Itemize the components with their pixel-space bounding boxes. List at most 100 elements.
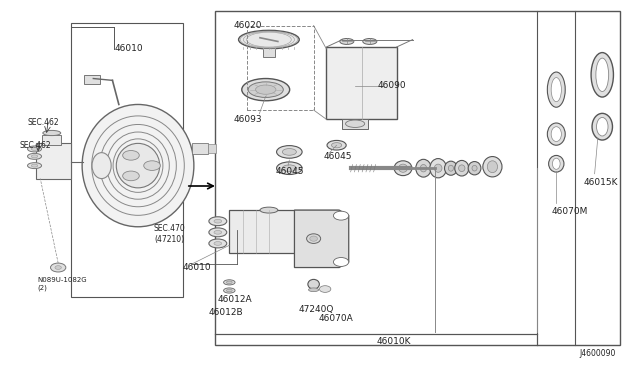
Ellipse shape <box>92 153 111 179</box>
Ellipse shape <box>547 123 565 145</box>
Ellipse shape <box>445 161 458 175</box>
Ellipse shape <box>82 105 194 227</box>
Ellipse shape <box>31 164 38 167</box>
Ellipse shape <box>487 161 497 173</box>
Text: 46015K: 46015K <box>583 178 618 187</box>
Text: 46070M: 46070M <box>551 208 588 217</box>
Ellipse shape <box>227 289 232 292</box>
Ellipse shape <box>28 163 42 169</box>
Bar <box>36 143 71 179</box>
Circle shape <box>51 263 66 272</box>
Ellipse shape <box>340 38 354 44</box>
Text: 46090: 46090 <box>378 81 406 90</box>
Circle shape <box>333 257 349 266</box>
Ellipse shape <box>430 158 447 178</box>
Ellipse shape <box>282 165 296 171</box>
Polygon shape <box>294 210 349 267</box>
Ellipse shape <box>483 157 502 177</box>
Bar <box>246 26 314 110</box>
Ellipse shape <box>31 147 38 150</box>
Ellipse shape <box>327 140 346 150</box>
Ellipse shape <box>547 72 565 107</box>
Ellipse shape <box>592 113 612 140</box>
Ellipse shape <box>416 159 431 177</box>
Circle shape <box>144 161 161 170</box>
Bar <box>42 135 61 145</box>
Ellipse shape <box>223 288 235 293</box>
Ellipse shape <box>420 164 427 172</box>
Ellipse shape <box>455 160 468 176</box>
Circle shape <box>123 171 140 181</box>
Ellipse shape <box>591 52 614 97</box>
Text: SEC.462: SEC.462 <box>20 141 51 150</box>
Ellipse shape <box>239 31 300 49</box>
Ellipse shape <box>255 85 276 94</box>
Text: 46093: 46093 <box>234 115 262 124</box>
Ellipse shape <box>551 127 561 141</box>
Bar <box>84 75 100 84</box>
Ellipse shape <box>28 146 42 152</box>
Ellipse shape <box>459 165 465 171</box>
Text: 47240Q: 47240Q <box>299 305 334 314</box>
Ellipse shape <box>596 118 608 136</box>
Polygon shape <box>229 210 338 253</box>
Text: 46045: 46045 <box>323 152 352 161</box>
Ellipse shape <box>214 219 221 223</box>
Text: 46010: 46010 <box>115 44 143 53</box>
Ellipse shape <box>214 231 221 234</box>
Ellipse shape <box>209 217 227 226</box>
Ellipse shape <box>214 241 221 245</box>
Ellipse shape <box>276 162 302 174</box>
Ellipse shape <box>310 236 317 241</box>
Ellipse shape <box>596 58 609 92</box>
Ellipse shape <box>282 148 296 155</box>
Bar <box>342 119 368 129</box>
Text: J4600090: J4600090 <box>579 349 616 358</box>
Text: 46010K: 46010K <box>376 337 411 346</box>
Text: 46010: 46010 <box>182 263 211 272</box>
Ellipse shape <box>552 158 560 169</box>
Bar <box>208 144 216 153</box>
Ellipse shape <box>242 78 290 101</box>
Ellipse shape <box>308 288 319 292</box>
Ellipse shape <box>276 145 302 158</box>
Ellipse shape <box>43 131 61 136</box>
Ellipse shape <box>472 166 477 171</box>
Ellipse shape <box>308 279 319 289</box>
Bar <box>262 48 275 57</box>
Ellipse shape <box>468 161 481 175</box>
Bar <box>326 47 397 119</box>
Ellipse shape <box>209 228 227 237</box>
Text: 46012B: 46012B <box>208 308 243 317</box>
Text: 46045: 46045 <box>275 167 304 176</box>
Ellipse shape <box>363 38 377 44</box>
Circle shape <box>333 211 349 220</box>
Ellipse shape <box>28 153 42 159</box>
Ellipse shape <box>332 142 342 148</box>
Text: 46070A: 46070A <box>318 314 353 323</box>
Text: 46012A: 46012A <box>218 295 252 304</box>
Ellipse shape <box>449 165 454 171</box>
Ellipse shape <box>394 161 412 176</box>
Ellipse shape <box>116 143 160 188</box>
Circle shape <box>123 151 140 160</box>
Ellipse shape <box>435 164 442 172</box>
Circle shape <box>319 286 331 292</box>
Ellipse shape <box>548 155 564 172</box>
Circle shape <box>55 266 61 269</box>
Ellipse shape <box>307 234 321 243</box>
Ellipse shape <box>223 280 235 285</box>
Text: 46020: 46020 <box>234 22 262 31</box>
Ellipse shape <box>31 155 38 158</box>
Ellipse shape <box>346 120 365 128</box>
Ellipse shape <box>260 207 278 213</box>
Bar <box>71 23 182 297</box>
Text: SEC.462: SEC.462 <box>28 119 59 128</box>
Ellipse shape <box>209 239 227 248</box>
Bar <box>192 143 208 154</box>
Bar <box>214 11 620 344</box>
Ellipse shape <box>551 78 561 102</box>
Ellipse shape <box>227 281 232 284</box>
Ellipse shape <box>248 82 284 97</box>
Text: SEC.470
(47210): SEC.470 (47210) <box>154 224 186 244</box>
